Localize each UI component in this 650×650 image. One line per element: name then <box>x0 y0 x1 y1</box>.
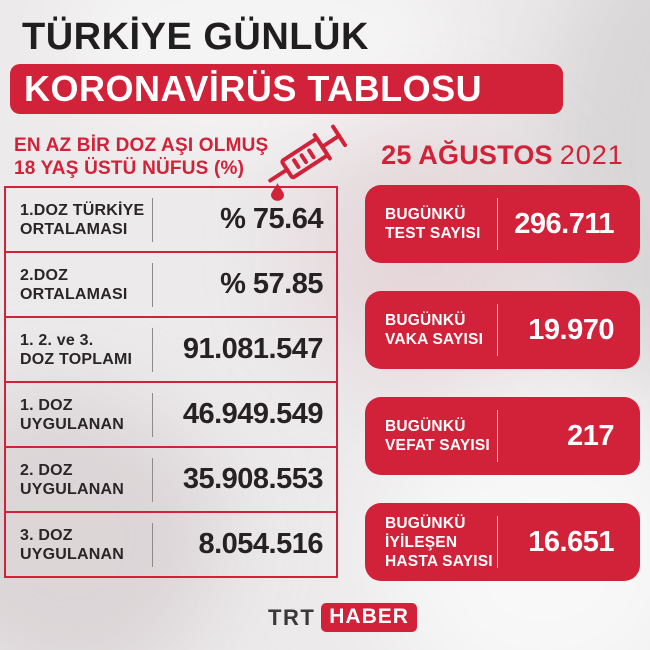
row-value: % 75.64 <box>220 203 323 235</box>
stat-card: BUGÜNKÜ VEFAT SAYISI 217 <box>365 397 640 475</box>
row-divider <box>152 327 153 372</box>
table-row: 2. DOZ UYGULANAN 35.908.553 <box>6 448 336 513</box>
row-label: 1. DOZ UYGULANAN <box>20 396 125 433</box>
card-divider <box>497 198 498 250</box>
card-divider <box>497 516 498 568</box>
row-label: 2. DOZ UYGULANAN <box>20 461 125 498</box>
table-row: 1. 2. ve 3. DOZ TOPLAMI 91.081.547 <box>6 318 336 383</box>
card-label: BUGÜNKÜ TEST SAYISI <box>385 206 481 242</box>
page-title: TÜRKİYE GÜNLÜK <box>22 16 369 58</box>
card-divider <box>497 410 498 462</box>
date-year: 2021 <box>559 140 624 170</box>
stat-card: BUGÜNKÜ İYİLEŞEN HASTA SAYISI 16.651 <box>365 503 640 581</box>
daily-stat-cards: BUGÜNKÜ TEST SAYISI 296.711 BUGÜNKÜ VAKA S… <box>365 185 640 581</box>
vaccine-table: 1.DOZ TÜRKİYE ORTALAMASI % 75.64 2.DOZ ORT… <box>4 186 338 578</box>
row-value: 46.949.549 <box>182 398 324 430</box>
table-row: 1.DOZ TÜRKİYE ORTALAMASI % 75.64 <box>6 188 336 253</box>
table-row: 3. DOZ UYGULANAN 8.054.516 <box>6 513 336 576</box>
row-value: % 57.85 <box>220 268 323 300</box>
row-label: 1.DOZ TÜRKİYE ORTALAMASI <box>20 201 145 238</box>
row-value: 8.054.516 <box>198 528 323 560</box>
card-value: 19.970 <box>528 313 614 346</box>
row-label: 1. 2. ve 3. DOZ TOPLAMI <box>20 331 133 368</box>
trt-haber-logo: TRT HABER <box>268 603 417 632</box>
vaccine-section-heading: EN AZ BİR DOZ AŞI OLMUŞ 18 YAŞ ÜSTÜ NÜFU… <box>14 134 268 180</box>
card-value: 217 <box>567 419 614 452</box>
vaccine-heading-line2: 18 YAŞ ÜSTÜ NÜFUS (%) <box>14 158 245 179</box>
row-divider <box>152 262 153 307</box>
row-divider <box>152 392 153 437</box>
logo-trt-text: TRT <box>268 604 316 630</box>
row-divider <box>152 457 153 502</box>
date-heading: 25 AĞUSTOS 2021 <box>365 140 640 171</box>
stat-card: BUGÜNKÜ TEST SAYISI 296.711 <box>365 185 640 263</box>
row-value: 35.908.553 <box>182 463 324 495</box>
card-value: 296.711 <box>514 207 614 240</box>
row-divider <box>152 522 153 567</box>
table-row: 1. DOZ UYGULANAN 46.949.549 <box>6 383 336 448</box>
row-label: 3. DOZ UYGULANAN <box>20 526 125 563</box>
title-banner: KORONAVİRÜS TABLOSU <box>10 64 563 114</box>
date-day-month: 25 AĞUSTOS <box>381 140 553 170</box>
syringe-icon <box>268 124 348 183</box>
row-divider <box>152 197 153 242</box>
card-label: BUGÜNKÜ İYİLEŞEN HASTA SAYISI <box>385 514 493 570</box>
card-divider <box>497 304 498 356</box>
blood-drop-icon <box>271 183 284 201</box>
row-label: 2.DOZ ORTALAMASI <box>20 266 128 303</box>
card-label: BUGÜNKÜ VAKA SAYISI <box>385 312 484 348</box>
stat-card: BUGÜNKÜ VAKA SAYISI 19.970 <box>365 291 640 369</box>
row-value: 91.081.547 <box>182 333 324 365</box>
table-row: 2.DOZ ORTALAMASI % 57.85 <box>6 253 336 318</box>
logo-haber-badge: HABER <box>321 603 417 632</box>
card-label: BUGÜNKÜ VEFAT SAYISI <box>385 418 490 454</box>
card-value: 16.651 <box>528 525 614 558</box>
vaccine-heading-line1: EN AZ BİR DOZ AŞI OLMUŞ <box>14 135 269 156</box>
